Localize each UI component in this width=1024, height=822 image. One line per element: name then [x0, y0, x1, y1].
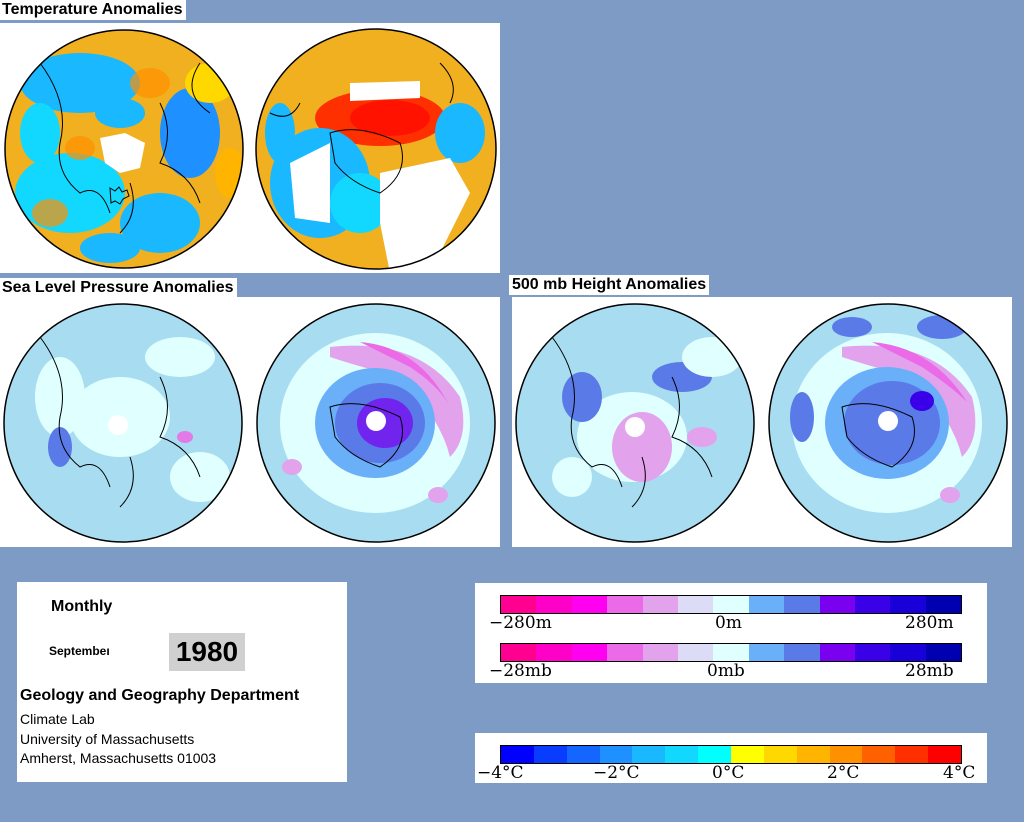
temperature-label-neg4: −4°C: [477, 763, 524, 783]
pressure-colorbar-swatch: [854, 644, 891, 661]
pressure-colorbar-swatch: [501, 644, 537, 661]
pressure-colorbar-swatch: [819, 644, 855, 661]
height-map-northern-hemisphere: [516, 304, 754, 542]
slp-map-southern-hemisphere: [257, 304, 495, 542]
height-maps-panel: [512, 297, 1012, 547]
pressure-colorbar-swatch: [748, 644, 785, 661]
department-label: Geology and Geography Department: [20, 687, 300, 704]
height-mid-label: 0m: [715, 613, 742, 633]
temperature-section-title: Temperature Anomalies: [0, 0, 186, 20]
height-colorbar-swatch: [784, 596, 820, 613]
height-colorbar-swatch: [890, 596, 926, 613]
temperature-colorbar: [500, 745, 962, 764]
pressure-colorbar-swatch: [784, 644, 820, 661]
height-colorbar-swatch: [642, 596, 678, 613]
height-map-southern-hemisphere: [769, 304, 1007, 542]
temperature-colorbar-swatch: [533, 746, 567, 763]
height-min-label: −280m: [489, 613, 552, 633]
pressure-colorbar-swatch: [607, 644, 643, 661]
height-colorbar-swatch: [748, 596, 785, 613]
temperature-colorbar-swatch: [566, 746, 600, 763]
height-colorbar-swatch: [571, 596, 608, 613]
pressure-colorbar: [500, 643, 962, 662]
pressure-min-label: −28mb: [489, 661, 552, 681]
temperature-colorbar-swatch: [796, 746, 830, 763]
height-pressure-legend-panel: −280m 0m 280m −28mb 0mb 28mb: [475, 583, 987, 683]
temperature-legend-panel: −4°C −2°C 0°C 2°C 4°C: [475, 733, 987, 783]
height-colorbar-swatch: [854, 596, 891, 613]
temperature-colorbar-swatch: [698, 746, 732, 763]
pressure-colorbar-swatch: [713, 644, 749, 661]
lab-label: Climate Lab: [20, 711, 95, 727]
temperature-map-southern-hemisphere: [256, 29, 496, 269]
temperature-map-northern-hemisphere: [5, 30, 243, 268]
temperature-colorbar-swatch: [632, 746, 666, 763]
height-colorbar-swatch: [713, 596, 749, 613]
temperature-colorbar-swatch: [829, 746, 863, 763]
height-colorbar-swatch: [536, 596, 572, 613]
height-colorbar-swatch: [501, 596, 537, 613]
info-box: Monthly Septembeı 1980 Geology and Geogr…: [17, 582, 347, 782]
pressure-colorbar-swatch: [642, 644, 678, 661]
pressure-colorbar-swatch: [536, 644, 572, 661]
temperature-colorbar-swatch: [599, 746, 633, 763]
temperature-colorbar-swatch: [862, 746, 896, 763]
temperature-label-neg2: −2°C: [593, 763, 640, 783]
temperature-colorbar-swatch: [763, 746, 797, 763]
temperature-maps-panel: [0, 23, 500, 273]
temperature-label-0: 0°C: [712, 763, 745, 783]
temperature-label-4: 4°C: [943, 763, 976, 783]
height-max-label: 280m: [905, 613, 954, 633]
temperature-colorbar-swatch: [501, 746, 534, 763]
address-label: Amherst, Massachusetts 01003: [20, 750, 217, 766]
slp-section-title: Sea Level Pressure Anomalies: [0, 278, 237, 298]
height-section-title: 500 mb Height Anomalies: [509, 275, 710, 295]
pressure-mid-label: 0mb: [707, 661, 745, 681]
height-colorbar-swatch: [819, 596, 855, 613]
slp-maps-panel: [0, 297, 500, 547]
period-label: Monthly: [51, 598, 113, 615]
temperature-colorbar-swatch: [895, 746, 929, 763]
height-colorbar-swatch: [677, 596, 714, 613]
pressure-colorbar-swatch: [925, 644, 962, 661]
pressure-colorbar-swatch: [677, 644, 714, 661]
pressure-max-label: 28mb: [905, 661, 954, 681]
month-label: Septembeı: [49, 644, 110, 658]
temperature-colorbar-swatch: [928, 746, 962, 763]
temperature-colorbar-swatch: [731, 746, 764, 763]
height-colorbar-swatch: [925, 596, 962, 613]
temperature-label-2: 2°C: [827, 763, 860, 783]
pressure-colorbar-swatch: [571, 644, 608, 661]
university-label: University of Massachusetts: [20, 731, 195, 747]
height-colorbar-swatch: [607, 596, 643, 613]
slp-map-northern-hemisphere: [4, 304, 242, 542]
height-colorbar: [500, 595, 962, 614]
pressure-colorbar-swatch: [890, 644, 926, 661]
year-label: 1980: [169, 633, 245, 671]
temperature-colorbar-swatch: [665, 746, 699, 763]
